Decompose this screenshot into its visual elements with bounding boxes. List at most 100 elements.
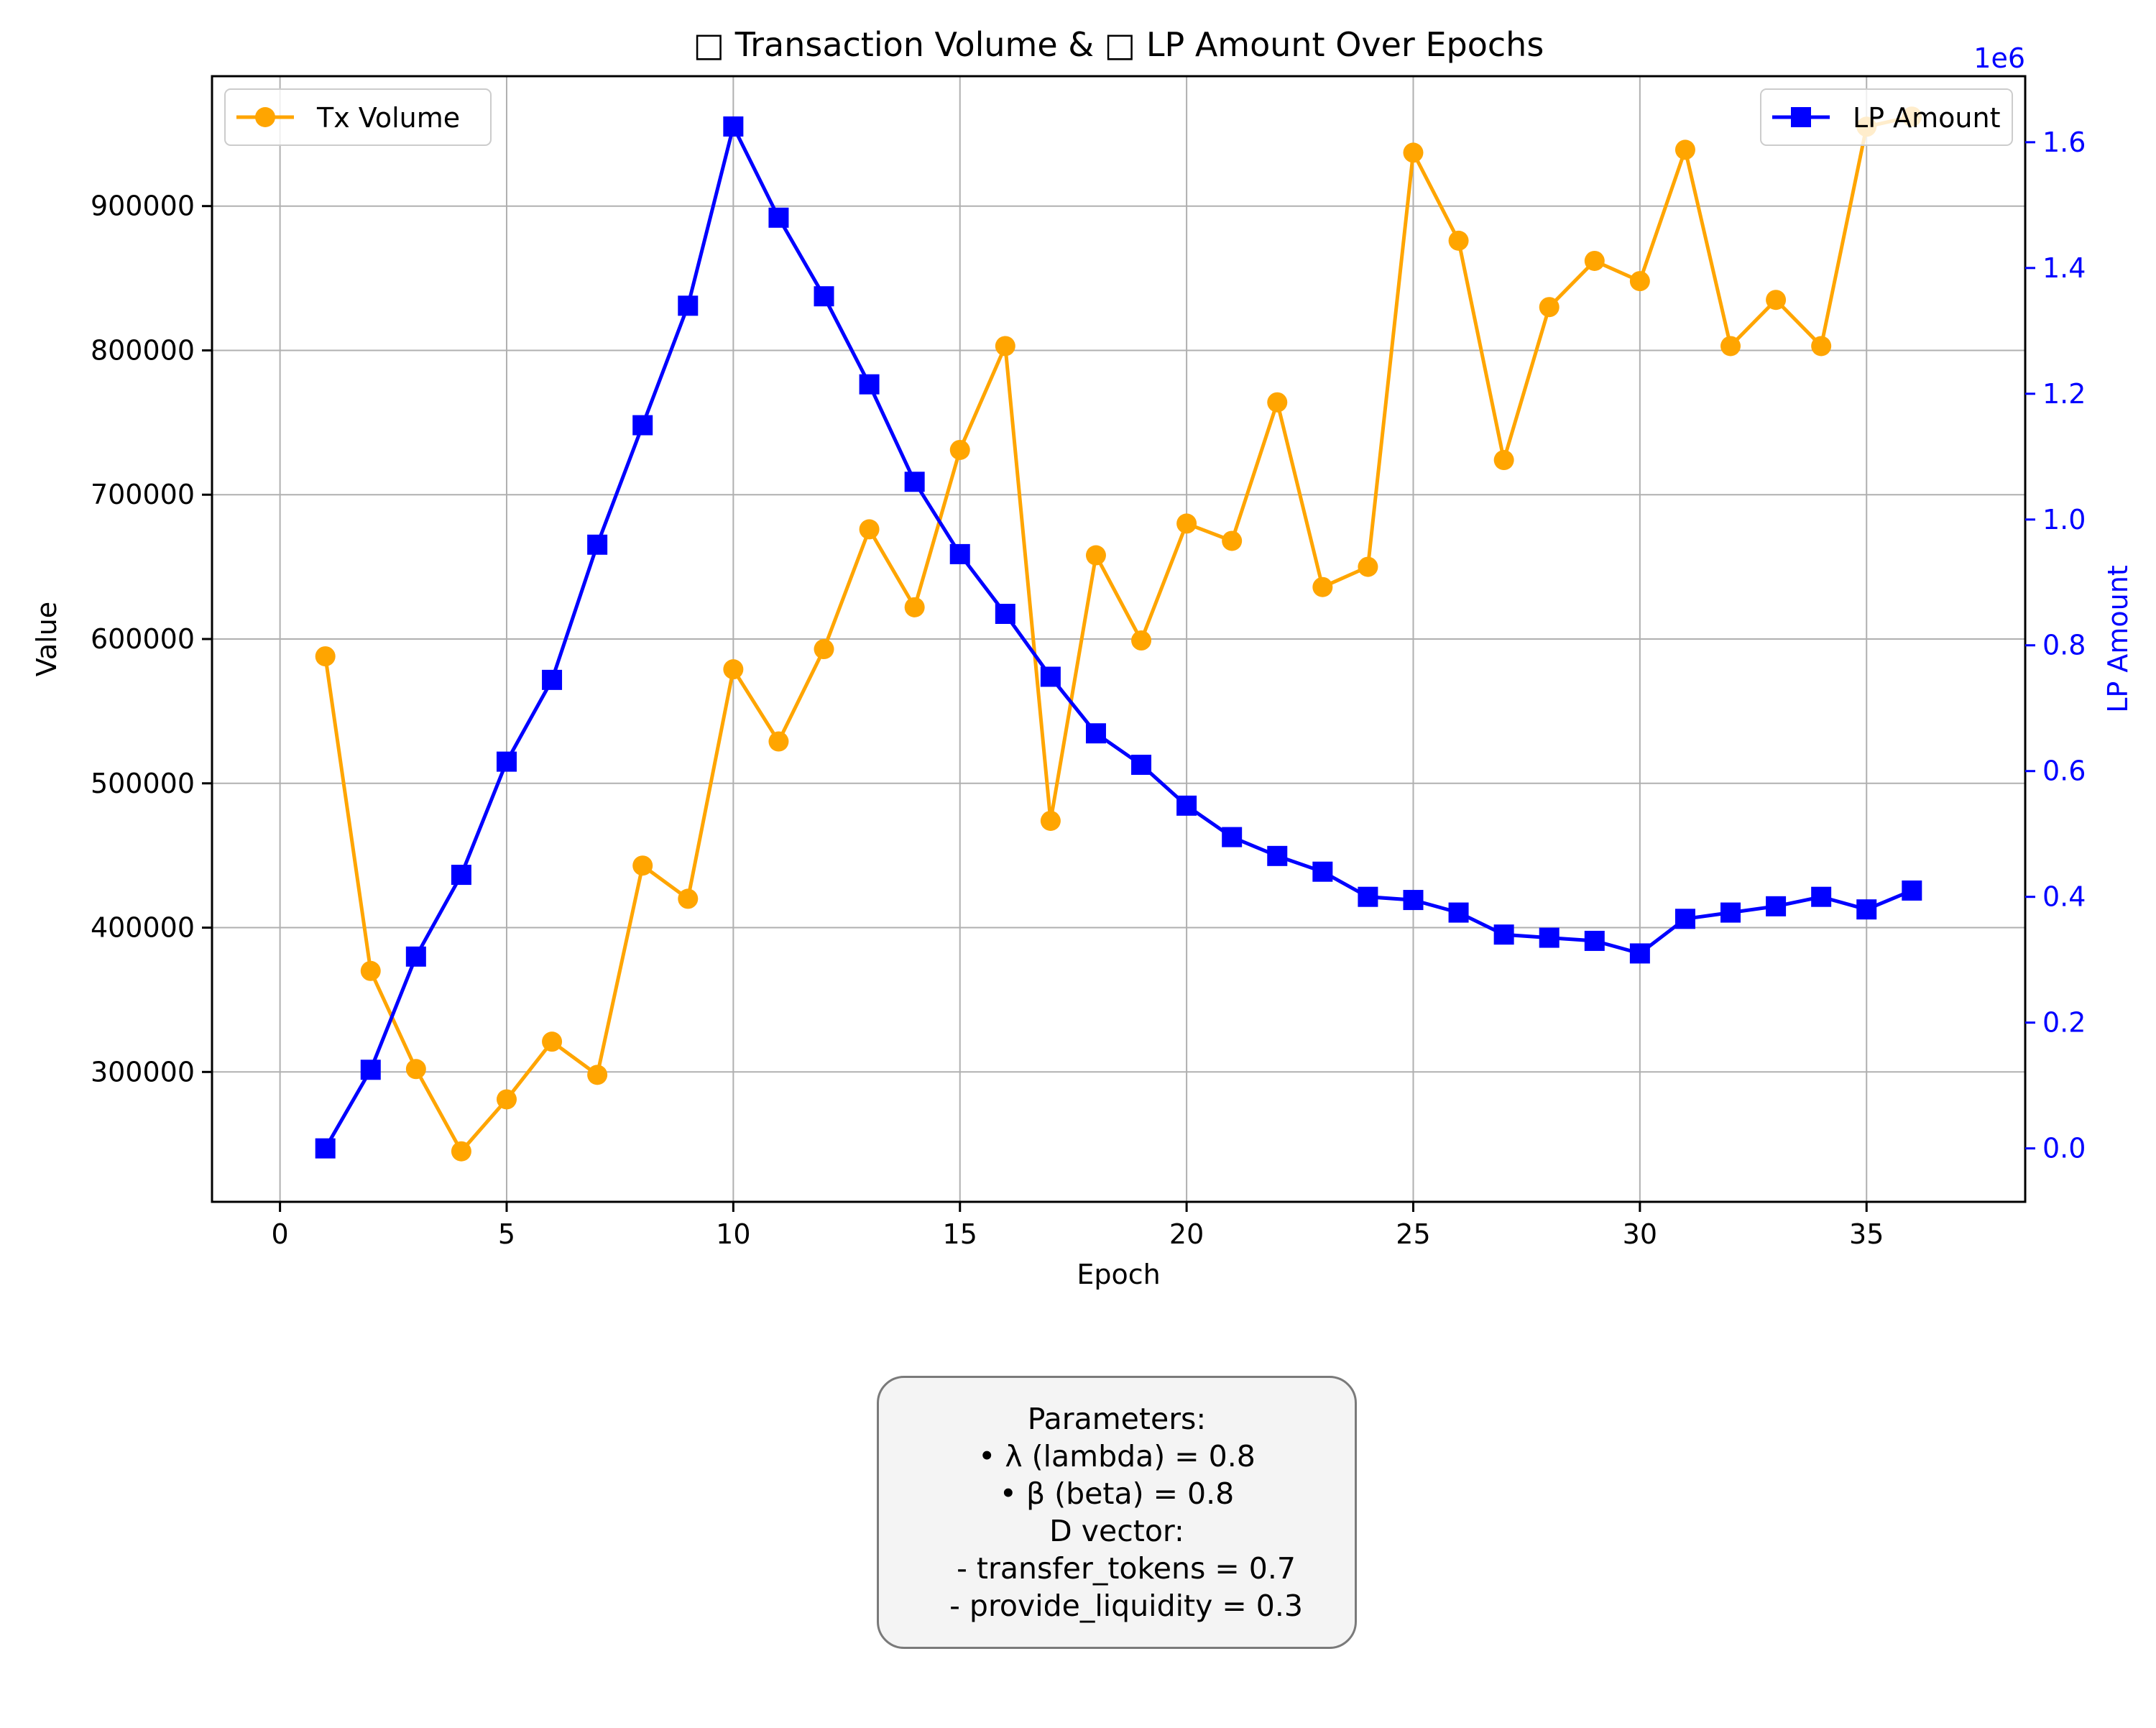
parameter-transfer-tokens: - transfer_tokens = 0.7 xyxy=(938,1551,1296,1586)
lp-amount-point xyxy=(1584,930,1605,951)
x-tick-label: 25 xyxy=(1396,1218,1430,1250)
parameter-provide-liquidity: - provide_liquidity = 0.3 xyxy=(931,1589,1303,1623)
tx-volume-point xyxy=(632,855,653,876)
tx-volume-point xyxy=(1085,545,1106,566)
tx-volume-point xyxy=(360,960,381,981)
lp-amount-point xyxy=(1856,899,1877,920)
lp-amount-point xyxy=(723,116,744,137)
lp-amount-point xyxy=(542,669,563,690)
tx-volume-legend-marker xyxy=(255,107,275,127)
y-left-tick-label: 800000 xyxy=(91,334,195,366)
lp-amount-point xyxy=(678,295,699,316)
tx-volume-point xyxy=(995,336,1015,357)
tx-volume-point xyxy=(1222,530,1243,551)
lp-amount-point xyxy=(859,374,880,395)
lp-amount-point xyxy=(1674,909,1695,929)
y-left-tick-label: 300000 xyxy=(91,1056,195,1088)
lp-amount-point xyxy=(1040,666,1061,687)
tx-volume-point xyxy=(542,1031,563,1052)
y-left-tick-label: 500000 xyxy=(91,768,195,799)
lp-amount-point xyxy=(451,865,471,886)
parameter-lambda: • λ (lambda) = 0.8 xyxy=(978,1439,1256,1474)
lp-amount-point xyxy=(315,1138,336,1159)
y-right-tick-label: 0.8 xyxy=(2042,630,2086,661)
x-tick-label: 30 xyxy=(1623,1218,1657,1250)
tx-volume-point xyxy=(1040,810,1061,831)
lp-amount-point xyxy=(1539,927,1560,948)
tx-volume-point xyxy=(1403,142,1424,163)
lp-amount-point xyxy=(587,534,608,555)
tx-volume-point xyxy=(1720,336,1741,357)
tx-volume-point xyxy=(496,1089,517,1110)
x-tick-label: 10 xyxy=(716,1218,750,1250)
lp-amount-point xyxy=(1131,754,1152,775)
tx-volume-point xyxy=(768,731,789,752)
y-right-axis-label: LP Amount xyxy=(2102,565,2134,713)
lp-amount-legend-marker xyxy=(1791,107,1811,127)
y-left-tick-label: 400000 xyxy=(91,912,195,944)
lp-amount-point xyxy=(1267,845,1288,866)
tx-volume-point xyxy=(859,519,880,540)
y-right-tick-label: 1.6 xyxy=(2042,127,2086,158)
lp-amount-point xyxy=(995,604,1015,625)
tx-volume-point xyxy=(315,646,336,667)
lp-amount-point xyxy=(1811,886,1832,907)
tx-volume-point xyxy=(451,1141,471,1162)
y-left-tick-label: 600000 xyxy=(91,623,195,655)
lp-amount-point xyxy=(904,472,925,492)
tx-volume-point xyxy=(1493,450,1514,471)
lp-amount-point xyxy=(1312,861,1333,882)
tx-volume-point xyxy=(1629,271,1650,292)
x-tick-label: 20 xyxy=(1169,1218,1204,1250)
tx-volume-point xyxy=(1674,139,1695,160)
x-tick-label: 35 xyxy=(1849,1218,1884,1250)
tx-volume-point xyxy=(1358,556,1378,577)
tx-volume-point xyxy=(405,1059,426,1080)
lp-amount-point xyxy=(1222,827,1243,847)
lp-amount-point xyxy=(1493,924,1514,945)
lp-amount-point xyxy=(496,751,517,772)
x-tick-label: 0 xyxy=(272,1218,289,1250)
y-left-tick-label: 900000 xyxy=(91,190,195,222)
tx-volume-point xyxy=(814,639,834,660)
y-right-tick-label: 0.0 xyxy=(2042,1133,2086,1164)
lp-amount-point xyxy=(1448,902,1469,923)
lp-amount-point xyxy=(1629,943,1650,964)
chart-title: □ Transaction Volume & □ LP Amount Over … xyxy=(694,25,1544,64)
tx-volume-point xyxy=(1811,336,1832,357)
series-line-tx-volume xyxy=(323,114,1912,1154)
tx-volume-legend-label: Tx Volume xyxy=(316,102,460,134)
y-right-tick-label: 1.0 xyxy=(2042,504,2086,536)
x-tick-label: 5 xyxy=(498,1218,515,1250)
lp-amount-point xyxy=(1176,795,1197,816)
y-right-tick-label: 0.4 xyxy=(2042,881,2086,913)
lp-amount-point xyxy=(360,1060,381,1080)
series-line-lp-amount xyxy=(323,124,1913,1149)
lp-amount-point xyxy=(632,415,653,436)
tx-volume-point xyxy=(1176,513,1197,534)
lp-amount-point xyxy=(1403,890,1424,911)
tx-volume-point xyxy=(587,1065,608,1085)
lp-amount-point xyxy=(814,286,834,307)
tx-volume-point xyxy=(1312,576,1333,597)
parameter-beta: • β (beta) = 0.8 xyxy=(999,1476,1235,1511)
y-left-axis-label: Value xyxy=(31,602,63,676)
lp-amount-point xyxy=(1085,723,1106,744)
parameters-heading: Parameters: xyxy=(1027,1402,1207,1436)
y-right-tick-label: 1.4 xyxy=(2042,252,2086,284)
lp-amount-point xyxy=(768,207,789,228)
tx-volume-point xyxy=(1584,250,1605,271)
parameter-d-vector: D vector: xyxy=(1049,1514,1184,1548)
tx-volume-point xyxy=(1267,392,1288,413)
lp-amount-point xyxy=(1902,880,1922,901)
lp-amount-point xyxy=(1720,902,1741,923)
right-axis-offset-label: 1e6 xyxy=(1973,42,2025,74)
tx-volume-point xyxy=(678,888,699,909)
lp-amount-legend-label: LP Amount xyxy=(1853,102,2001,134)
y-left-tick-label: 700000 xyxy=(91,479,195,510)
x-axis-label: Epoch xyxy=(1077,1259,1160,1290)
tx-volume-point xyxy=(1131,630,1152,651)
parameters-box: Parameters: • λ (lambda) = 0.8 • β (beta… xyxy=(877,1376,1357,1649)
